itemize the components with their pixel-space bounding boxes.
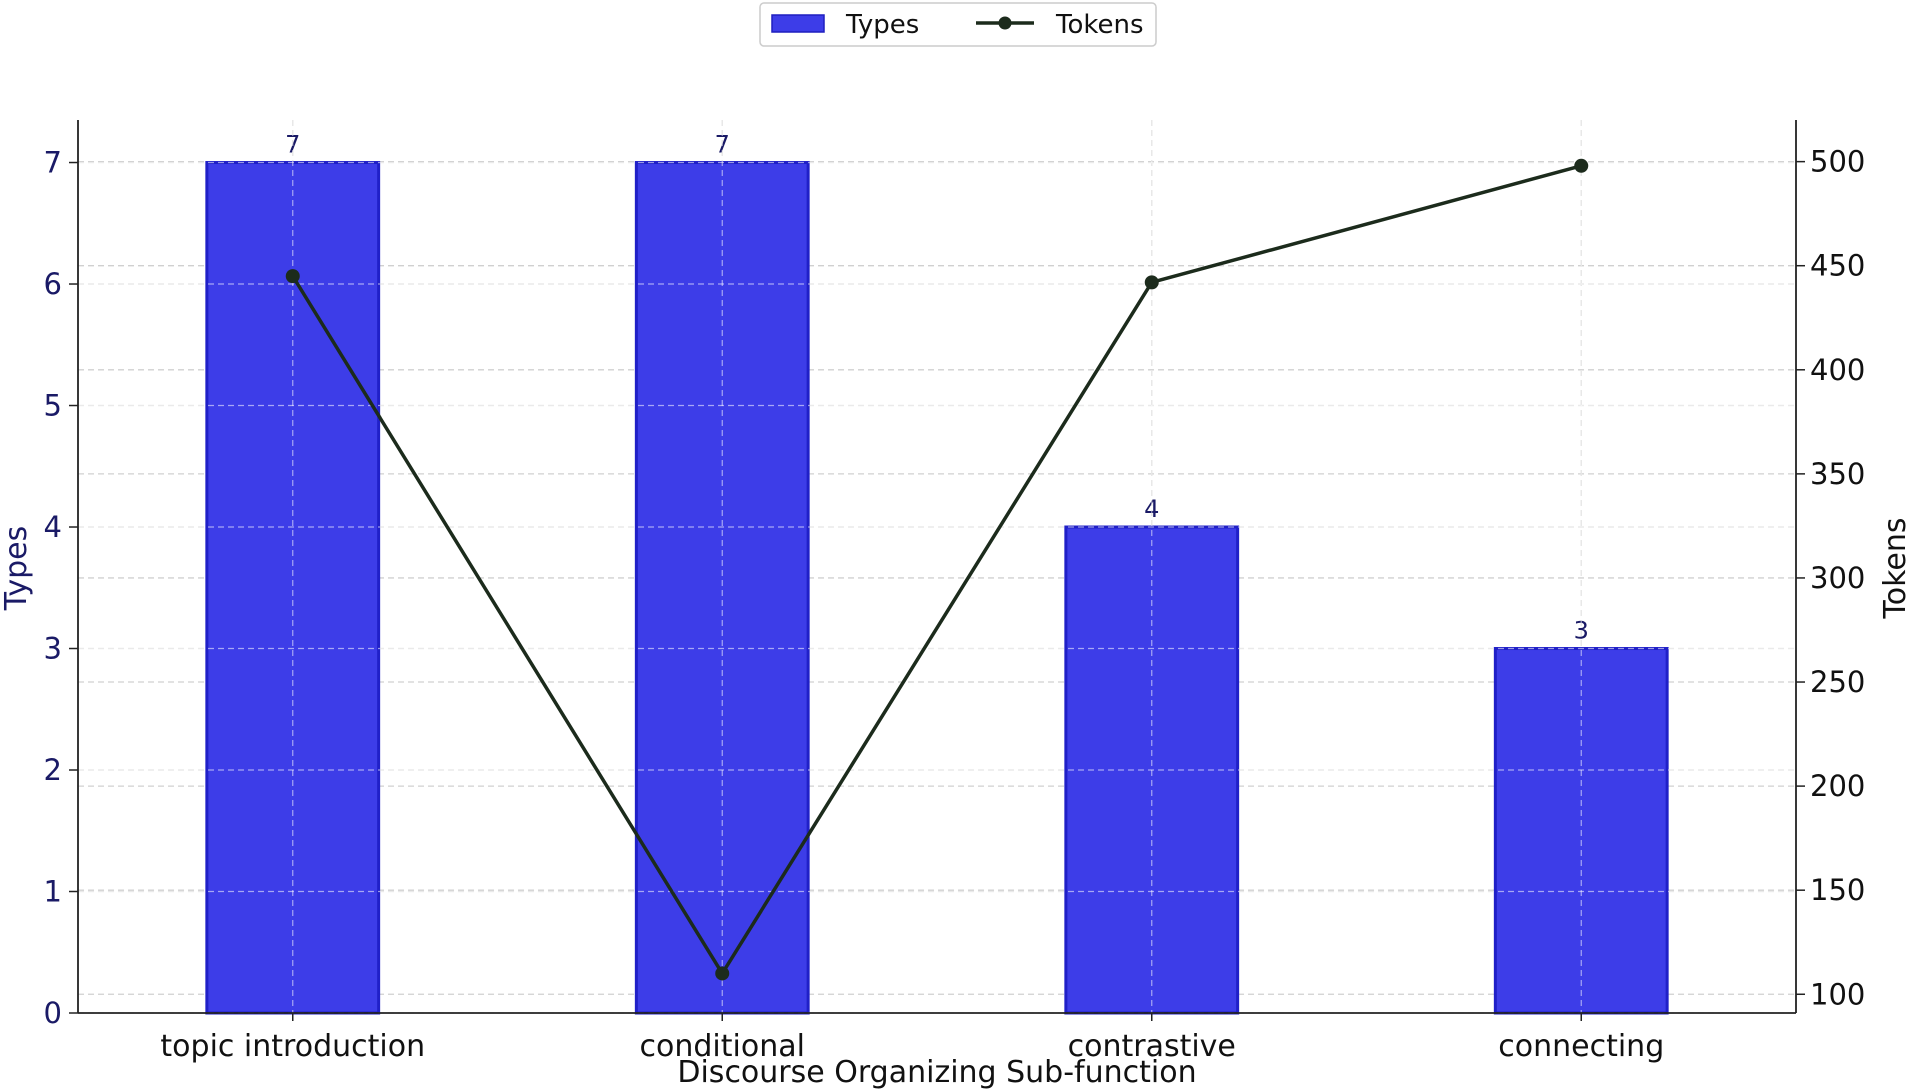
category-labels: topic introduction conditional contrastive… <box>160 1013 1664 1064</box>
y-right-tick-label: 500 <box>1810 145 1865 179</box>
bar-value-label: 4 <box>1144 495 1159 523</box>
x-tick-label: connecting <box>1498 1029 1664 1064</box>
x-tick-label: topic introduction <box>160 1029 425 1064</box>
y-right-tick-label: 300 <box>1810 561 1865 595</box>
y-right-tick-label: 250 <box>1810 665 1865 699</box>
x-tick-label: contrastive <box>1068 1029 1236 1064</box>
legend-frame <box>759 2 1157 47</box>
axes <box>77 120 1797 1014</box>
x-tick-label: conditional <box>640 1029 805 1064</box>
line-tokens <box>285 158 1589 981</box>
x-axis-title: Discourse Organizing Sub-function <box>677 1055 1196 1090</box>
ticks-left: 0 1 2 3 4 5 6 7 <box>44 146 78 1030</box>
tokens-point <box>1574 158 1589 173</box>
y-left-tick-label: 2 <box>44 753 62 787</box>
legend: Types Tokens <box>759 2 1157 47</box>
legend-label-tokens: Tokens <box>1055 10 1144 40</box>
y-left-tick-label: 6 <box>44 267 62 301</box>
bar-data-labels: 7 743 <box>285 131 1589 645</box>
y-left-tick-label: 1 <box>44 875 62 909</box>
y-right-tick-label: 100 <box>1810 977 1865 1011</box>
y-right-tick-label: 450 <box>1810 249 1865 283</box>
y-left-tick-label: 5 <box>44 389 62 423</box>
y-left-tick-label: 7 <box>44 146 62 180</box>
y-left-axis-title: Types <box>0 526 34 612</box>
grid-x <box>292 120 1582 1013</box>
y-left-tick-label: 0 <box>44 996 62 1030</box>
y-right-tick-label: 350 <box>1810 457 1865 491</box>
y-left-tick-label: 4 <box>44 510 62 544</box>
legend-label-types: Types <box>845 10 919 40</box>
y-right-tick-label: 200 <box>1810 769 1865 803</box>
tokens-line <box>291 164 1582 976</box>
tokens-point <box>1144 275 1159 290</box>
y-right-tick-label: 150 <box>1810 873 1865 907</box>
y-left-tick-label: 3 <box>44 632 62 666</box>
y-right-tick-label: 400 <box>1810 353 1865 387</box>
legend-marker-tokens <box>998 16 1012 30</box>
ticks-right: 100 150 200 250 300 350 400 450 500 <box>1796 145 1865 1011</box>
y-right-axis-title: Tokens <box>1878 518 1907 620</box>
tokens-point <box>285 269 300 284</box>
bars-types <box>205 161 1669 1015</box>
tokens-point <box>715 966 730 981</box>
legend-swatch-types <box>771 14 825 33</box>
